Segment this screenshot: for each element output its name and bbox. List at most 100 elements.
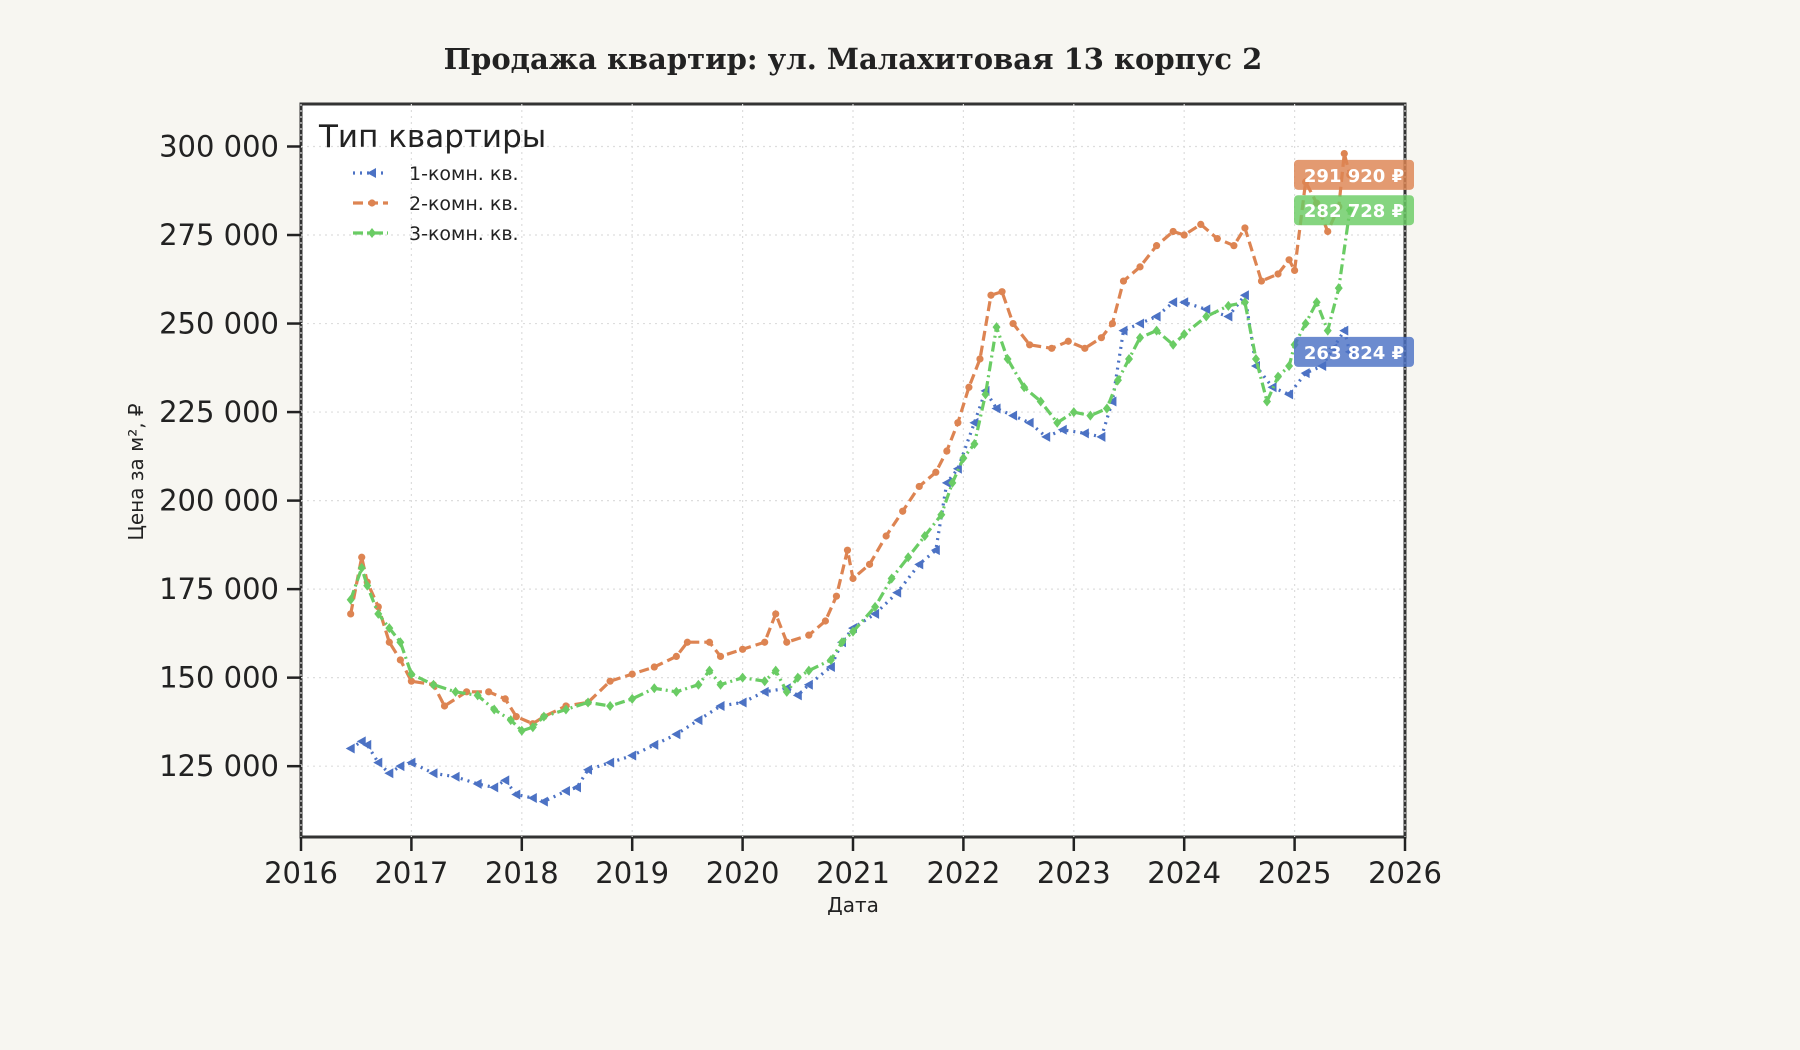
series-point (771, 665, 780, 676)
series-point (407, 669, 416, 680)
series-point (954, 419, 962, 427)
series-point (1108, 319, 1117, 328)
legend-label: 2-комн. кв. (409, 193, 519, 215)
series-point (738, 672, 747, 683)
series-point (705, 638, 714, 646)
x-axis-label: Дата (827, 893, 879, 915)
y-axis: 125 000 150 000 175 000 200 000 225 000 250 0… (159, 129, 301, 783)
series-point (716, 679, 725, 690)
series-point (920, 531, 929, 542)
series-point (1119, 277, 1128, 285)
series-point (1168, 297, 1178, 308)
series-point (451, 686, 460, 697)
y-tick-label: 300 000 (159, 129, 279, 163)
series-point (865, 560, 874, 568)
series-point (1169, 339, 1178, 350)
series-point (772, 610, 780, 618)
series-point (849, 574, 857, 583)
y-tick-label: 275 000 (159, 218, 279, 252)
end-label-text: 282 728 ₽ (1304, 201, 1404, 222)
series-point (991, 403, 1001, 414)
series-point (583, 764, 593, 775)
series-point (561, 704, 570, 715)
series-point (606, 700, 615, 711)
grid (300, 104, 1406, 837)
series-point (358, 553, 366, 561)
series-point (870, 608, 880, 619)
series-point (1036, 396, 1045, 407)
series-point (406, 757, 416, 768)
series-point (1223, 311, 1233, 322)
series-point (1153, 242, 1161, 250)
end-label-badge: 282 728 ₽ (1294, 195, 1414, 226)
series-point (803, 679, 813, 690)
series-point (649, 739, 659, 750)
series-point (1312, 297, 1321, 308)
legend-marker (368, 199, 376, 207)
series-point (346, 594, 355, 605)
series-point (584, 697, 593, 708)
series-point (915, 482, 923, 491)
x-tick-label: 2021 (816, 856, 890, 890)
series-point (904, 552, 913, 563)
series-point (1053, 417, 1062, 428)
end-label-box (1294, 159, 1414, 190)
x-tick-label: 2018 (485, 856, 559, 890)
y-tick-label: 150 000 (159, 661, 279, 695)
series-point (356, 736, 366, 747)
series-point (539, 711, 548, 722)
legend-entry: 2-комн. кв. (353, 193, 519, 215)
legend-entry: 1-комн. кв. (353, 163, 519, 185)
series-point (1107, 396, 1117, 407)
series-point (528, 722, 537, 733)
series-point (849, 626, 857, 637)
legend-marker (368, 228, 376, 238)
series-point (429, 679, 438, 690)
series-point (606, 677, 614, 685)
end-label-text: 291 920 ₽ (1304, 166, 1404, 187)
series-point (1263, 396, 1271, 407)
series-point (970, 438, 979, 449)
series-point (760, 676, 769, 687)
series-point (1274, 371, 1283, 382)
x-tick-label: 2020 (706, 856, 780, 890)
series-point (783, 638, 791, 646)
series-point (1323, 325, 1332, 336)
series-point (672, 652, 680, 661)
series-point (373, 757, 383, 768)
series-point (605, 757, 615, 768)
y-tick-label: 175 000 (159, 572, 279, 606)
series-point (385, 623, 394, 634)
series-point (1334, 283, 1343, 294)
series-point (759, 686, 769, 697)
chart-root: Продажа квартир: ул. Малахитовая 13 корп… (124, 42, 1442, 915)
series-point (1086, 410, 1095, 421)
series-point (941, 477, 951, 488)
series-point (1135, 318, 1145, 329)
chart-title: Продажа квартир: ул. Малахитовая 13 корп… (444, 42, 1263, 76)
series-point (1057, 424, 1067, 435)
series-point (1064, 337, 1072, 345)
series-point (969, 417, 979, 428)
series-point (1274, 270, 1282, 278)
series-point (428, 768, 438, 779)
series-point (362, 739, 372, 750)
series-point (716, 652, 725, 661)
series-point (1041, 431, 1051, 442)
series-point (374, 608, 383, 619)
series-point (821, 617, 830, 625)
series-point (1291, 266, 1299, 275)
series-point (976, 355, 984, 363)
series-point (998, 288, 1006, 296)
series-point (959, 453, 968, 464)
legend-title: Тип квартиры (318, 119, 546, 155)
series-point (1003, 353, 1012, 364)
series-point (1125, 353, 1133, 364)
series-point (737, 697, 747, 708)
series-point (396, 637, 405, 648)
series-point (1136, 332, 1145, 343)
series-point (882, 532, 890, 540)
series-point (527, 793, 537, 804)
end-label-box (1294, 195, 1414, 226)
series-point (1069, 407, 1078, 418)
